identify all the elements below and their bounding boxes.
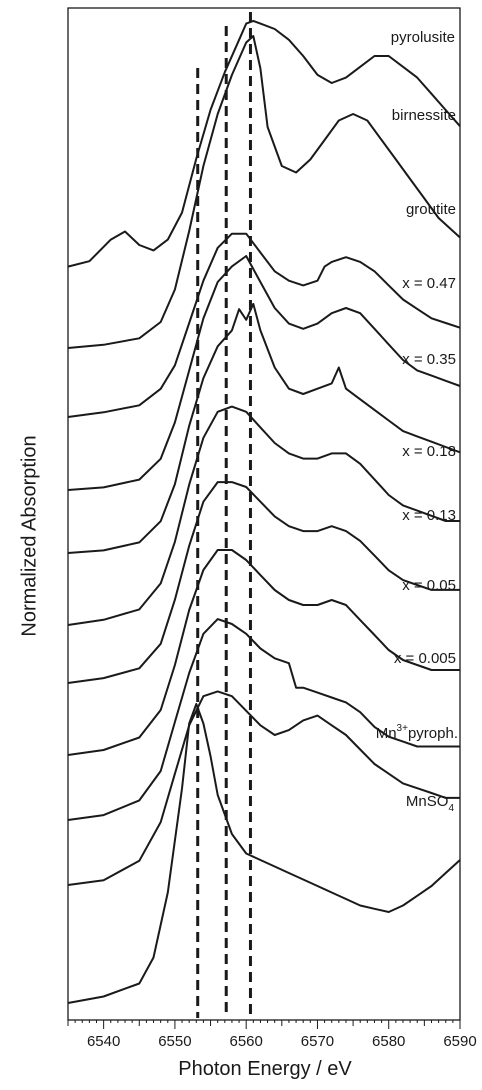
series-line <box>67 549 460 756</box>
x-axis-label: Photon Energy / eV <box>178 1058 352 1080</box>
series-line <box>67 481 460 684</box>
series-line <box>67 19 461 268</box>
series-label: x = 0.005 <box>394 650 456 667</box>
series-label: pyrolusite <box>391 29 455 46</box>
series-line <box>67 35 461 349</box>
series-line <box>67 405 460 626</box>
series-line <box>67 232 461 418</box>
series-label: x = 0.47 <box>402 275 456 292</box>
x-tick-label: 6580 <box>372 1033 405 1050</box>
series-label: groutite <box>406 201 456 218</box>
plot-frame <box>67 7 461 1021</box>
series-line <box>67 690 460 886</box>
series-line <box>67 703 461 1004</box>
x-tick-label: 6560 <box>229 1033 262 1050</box>
series-label: x = 0.18 <box>402 443 456 460</box>
x-tick-label: 6570 <box>301 1033 334 1050</box>
series-label: birnessite <box>392 107 456 124</box>
series-label: x = 0.35 <box>402 351 456 368</box>
y-axis-label: Normalized Absorption <box>18 435 41 637</box>
x-tick-label: 6590 <box>443 1033 476 1050</box>
series-label: MnSO4 <box>406 793 455 814</box>
x-tick-label: 6540 <box>87 1033 120 1050</box>
series-label: x = 0.05 <box>402 577 456 594</box>
x-tick-label: 6550 <box>158 1033 191 1050</box>
series-line <box>67 618 460 821</box>
series-label: Mn3+pyroph. <box>376 723 458 742</box>
series-line <box>67 302 461 554</box>
series-line <box>67 255 461 491</box>
series-label: x = 0.13 <box>402 507 456 524</box>
